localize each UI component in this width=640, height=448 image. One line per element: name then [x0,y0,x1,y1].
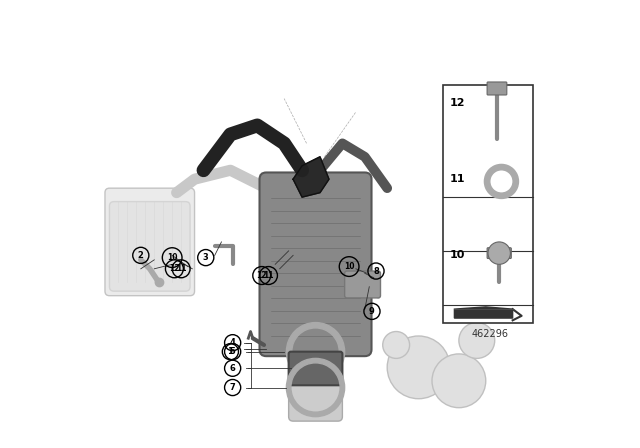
Text: 11: 11 [450,174,465,184]
Text: 6: 6 [230,364,236,373]
FancyBboxPatch shape [105,188,195,296]
FancyBboxPatch shape [289,385,342,421]
Text: 12: 12 [450,98,465,108]
Circle shape [488,242,511,264]
Polygon shape [454,307,513,318]
Text: 2: 2 [138,251,144,260]
FancyBboxPatch shape [487,82,507,95]
Text: 3: 3 [203,253,209,262]
Text: 10: 10 [167,253,177,262]
Circle shape [432,354,486,408]
Text: 9: 9 [369,307,375,316]
Text: 7: 7 [230,383,236,392]
Text: 5: 5 [230,347,236,356]
Text: 12: 12 [169,264,180,273]
FancyBboxPatch shape [443,85,533,323]
Text: 8: 8 [373,267,379,276]
Text: 462296: 462296 [472,329,509,339]
Circle shape [459,323,495,358]
Text: 1: 1 [227,347,234,356]
FancyBboxPatch shape [345,271,380,298]
FancyBboxPatch shape [289,352,342,385]
Text: 12: 12 [257,271,267,280]
Text: 10: 10 [450,250,465,260]
Text: 4: 4 [230,338,236,347]
Text: 10: 10 [344,262,355,271]
Circle shape [387,336,450,399]
Polygon shape [293,157,329,197]
Text: 11: 11 [263,271,274,280]
FancyBboxPatch shape [487,248,511,258]
Text: 11: 11 [176,264,186,273]
Circle shape [383,332,410,358]
FancyBboxPatch shape [109,202,190,291]
FancyBboxPatch shape [260,172,371,356]
